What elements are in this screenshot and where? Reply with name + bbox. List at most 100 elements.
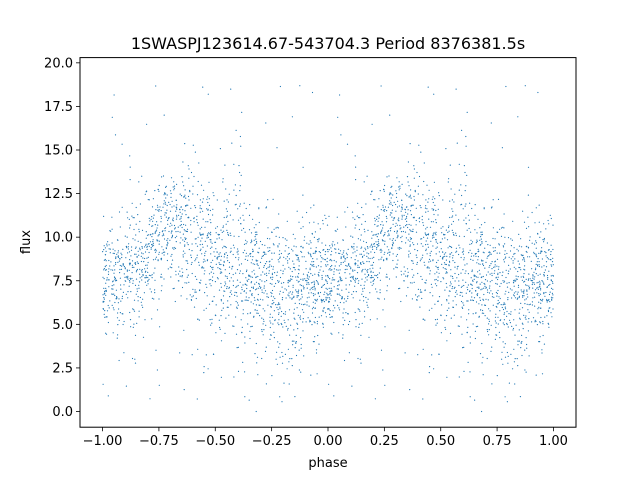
- data-point: [341, 297, 343, 299]
- data-point: [435, 247, 437, 249]
- data-point: [548, 299, 550, 301]
- data-point: [532, 277, 534, 279]
- data-point: [117, 334, 119, 336]
- y-tick-label: 17.5: [44, 100, 73, 115]
- data-point: [382, 209, 384, 211]
- data-point: [419, 306, 421, 308]
- data-point: [321, 274, 323, 277]
- data-point: [410, 205, 412, 207]
- data-point: [248, 274, 250, 276]
- data-point: [210, 253, 212, 255]
- data-point: [313, 285, 315, 287]
- data-point: [535, 273, 537, 275]
- data-point: [342, 312, 344, 314]
- data-point: [256, 309, 258, 312]
- data-point: [449, 332, 452, 334]
- data-point: [239, 171, 241, 174]
- data-point: [539, 298, 542, 301]
- data-point: [501, 358, 503, 360]
- data-point: [268, 261, 270, 263]
- data-point: [310, 254, 312, 256]
- data-point: [328, 308, 330, 310]
- data-point: [376, 243, 378, 246]
- data-point: [297, 281, 299, 283]
- data-point: [358, 326, 360, 328]
- data-point: [481, 312, 483, 314]
- data-point: [527, 278, 530, 280]
- data-point: [271, 273, 273, 276]
- data-point: [306, 297, 308, 299]
- data-point: [486, 357, 488, 360]
- data-point: [517, 276, 519, 278]
- data-point: [540, 251, 542, 253]
- data-point: [437, 208, 439, 210]
- data-point: [364, 316, 366, 318]
- data-point: [150, 248, 152, 250]
- data-point: [288, 383, 290, 385]
- data-point: [189, 191, 191, 193]
- data-point: [295, 289, 297, 291]
- data-point: [249, 312, 252, 314]
- data-point: [502, 271, 504, 273]
- data-point: [266, 237, 269, 240]
- data-point: [546, 301, 548, 303]
- data-point: [328, 249, 330, 251]
- data-point: [165, 212, 167, 214]
- data-point: [144, 257, 146, 260]
- data-point: [465, 223, 467, 225]
- data-point: [192, 144, 194, 146]
- data-point: [545, 291, 547, 294]
- data-point: [218, 255, 220, 257]
- data-point: [424, 264, 426, 266]
- data-point: [392, 245, 394, 247]
- data-point: [481, 276, 483, 278]
- data-point: [300, 298, 302, 300]
- data-point: [146, 284, 148, 286]
- data-point: [520, 289, 522, 291]
- data-point: [220, 376, 222, 378]
- data-point: [407, 271, 409, 273]
- data-point: [503, 280, 506, 282]
- data-point: [535, 254, 537, 256]
- data-point: [490, 253, 492, 255]
- data-point: [237, 248, 239, 250]
- data-point: [229, 214, 231, 216]
- data-point: [427, 210, 429, 212]
- data-point: [385, 258, 387, 260]
- data-point: [539, 273, 541, 275]
- data-point: [549, 291, 551, 293]
- data-point: [469, 396, 471, 398]
- data-point: [462, 253, 464, 255]
- data-point: [202, 234, 204, 236]
- data-point: [163, 254, 165, 256]
- data-point: [395, 222, 397, 224]
- data-point: [401, 216, 403, 218]
- data-point: [492, 304, 494, 306]
- data-point: [186, 228, 189, 230]
- data-point: [396, 224, 398, 226]
- data-point: [265, 346, 267, 348]
- data-point: [475, 276, 477, 278]
- data-point: [475, 242, 477, 244]
- data-point: [371, 243, 373, 245]
- data-point: [261, 255, 263, 257]
- data-point: [231, 266, 233, 268]
- data-point: [547, 258, 550, 260]
- data-point: [246, 284, 248, 286]
- data-point: [198, 264, 200, 266]
- data-point: [330, 266, 332, 268]
- data-point: [325, 217, 327, 220]
- data-point: [170, 177, 173, 179]
- data-point: [263, 329, 265, 331]
- data-point: [532, 282, 534, 284]
- data-point: [316, 373, 318, 375]
- data-point: [120, 252, 122, 254]
- data-point: [303, 256, 305, 258]
- data-point: [214, 241, 216, 243]
- data-point: [203, 189, 205, 191]
- data-point: [416, 261, 418, 264]
- data-point: [481, 304, 483, 306]
- data-point: [454, 272, 456, 275]
- data-point: [285, 325, 287, 327]
- data-point: [125, 293, 127, 295]
